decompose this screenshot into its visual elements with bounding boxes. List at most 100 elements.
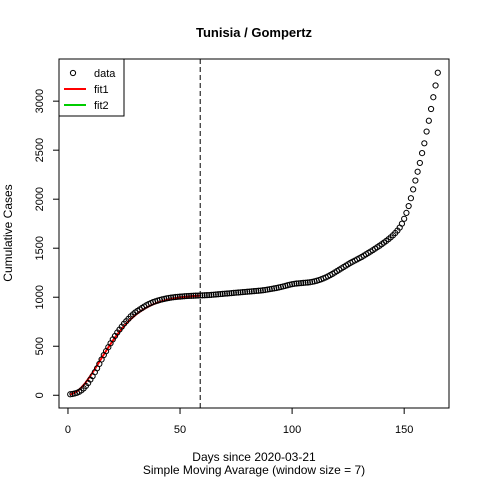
data-point xyxy=(226,290,233,297)
x-axis: 0 50 100 150 xyxy=(65,408,413,436)
data-point xyxy=(302,279,309,286)
data-point xyxy=(239,289,246,296)
data-point xyxy=(232,289,240,296)
data-point xyxy=(228,290,235,297)
data-point xyxy=(416,159,423,167)
data-point xyxy=(271,285,278,292)
data-point xyxy=(201,292,208,299)
data-point xyxy=(259,287,267,294)
y-axis: 0 500 1000 1500 2000 2500 3000 xyxy=(34,89,59,398)
data-point xyxy=(255,287,262,294)
x-tick-label: 0 xyxy=(65,424,71,436)
data-point xyxy=(403,209,410,217)
data-point xyxy=(172,293,179,301)
data-point xyxy=(262,286,269,294)
data-point xyxy=(163,295,170,302)
data-point xyxy=(185,292,193,300)
data-point xyxy=(297,280,305,287)
data-point xyxy=(217,290,224,298)
data-point xyxy=(300,279,307,287)
data-point xyxy=(230,289,237,297)
data-point xyxy=(293,280,300,287)
plot-frame xyxy=(58,58,450,409)
data-point xyxy=(197,292,204,299)
y-tick-label: 1500 xyxy=(34,236,46,260)
data-point xyxy=(264,286,271,293)
data-point xyxy=(190,292,197,299)
data-point xyxy=(241,288,249,296)
y-tick-label: 1000 xyxy=(34,285,46,309)
y-tick-label: 3000 xyxy=(34,89,46,113)
data-point xyxy=(183,292,190,300)
data-point xyxy=(257,287,264,294)
data-point xyxy=(212,291,219,298)
y-tick-label: 500 xyxy=(34,337,46,355)
data-point xyxy=(188,292,195,299)
x-tick-label: 100 xyxy=(283,424,301,436)
y-tick-label: 0 xyxy=(34,392,46,398)
data-point xyxy=(67,391,74,398)
data-point xyxy=(208,291,215,298)
data-point xyxy=(427,105,435,113)
data-point xyxy=(291,280,298,287)
data-point xyxy=(221,290,228,297)
data-point xyxy=(179,293,186,300)
data-point xyxy=(219,290,226,297)
data-point xyxy=(306,279,314,286)
y-tick-label: 2500 xyxy=(34,138,46,162)
data-point xyxy=(421,140,428,147)
data-point xyxy=(423,128,430,135)
data-point xyxy=(405,202,412,210)
data-point xyxy=(289,281,296,288)
data-point xyxy=(199,292,206,299)
data-point xyxy=(206,291,213,299)
data-point xyxy=(246,288,253,295)
legend-box xyxy=(58,58,125,117)
y-tick-label: 2000 xyxy=(34,187,46,211)
legend-fit2-label: fit2 xyxy=(94,100,109,112)
x-axis-sublabel: Simple Moving Avarage (window size = 7) xyxy=(143,463,365,477)
y-axis-label: Cumulative Cases xyxy=(1,184,15,281)
data-point xyxy=(414,168,421,175)
x-tick-label: 150 xyxy=(395,424,413,436)
chart-title: Tunisia / Gompertz xyxy=(196,25,313,40)
data-series xyxy=(67,69,441,398)
data-point xyxy=(430,94,437,101)
data-point xyxy=(167,294,175,301)
data-point xyxy=(425,117,432,124)
data-point xyxy=(237,289,244,296)
data-point xyxy=(304,279,311,286)
data-point xyxy=(250,288,258,295)
legend: data fit1 fit2 xyxy=(58,58,125,117)
data-point xyxy=(295,280,302,287)
legend-data-label: data xyxy=(94,68,116,80)
x-axis-label: Days since 2020-03-21 xyxy=(192,450,316,464)
legend-data-symbol xyxy=(69,69,77,77)
data-point xyxy=(410,186,417,193)
x-tick-label: 50 xyxy=(174,424,186,436)
data-point xyxy=(210,291,217,298)
data-point xyxy=(412,177,419,184)
data-point xyxy=(419,150,426,157)
data-point xyxy=(224,290,231,297)
data-point xyxy=(266,286,273,293)
data-point xyxy=(176,293,184,300)
data-point xyxy=(235,289,242,296)
data-point xyxy=(192,292,199,299)
data-point xyxy=(181,293,188,300)
data-point xyxy=(165,294,172,302)
data-point xyxy=(194,292,202,299)
data-point xyxy=(215,291,222,298)
data-point xyxy=(407,195,414,202)
data-point xyxy=(432,82,439,89)
data-point xyxy=(203,292,211,299)
data-point xyxy=(248,288,255,295)
data-point xyxy=(401,215,408,222)
data-point xyxy=(253,287,260,295)
data-point xyxy=(244,288,251,295)
legend-fit1-label: fit1 xyxy=(94,84,109,96)
data-point xyxy=(398,220,406,227)
data-point xyxy=(174,293,181,300)
data-point xyxy=(170,294,177,301)
